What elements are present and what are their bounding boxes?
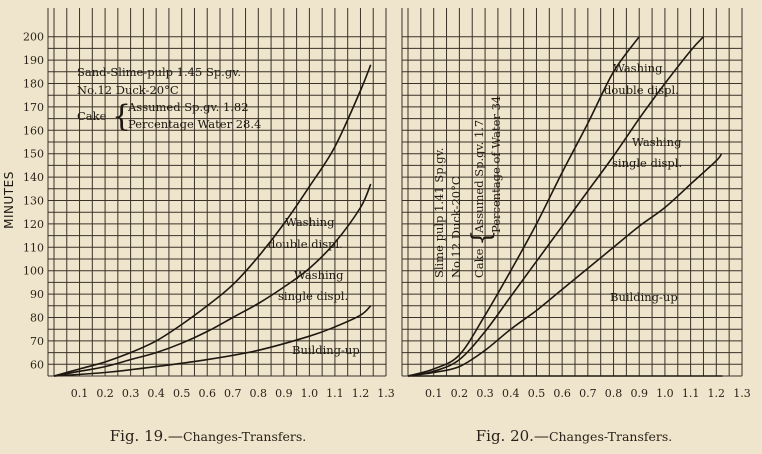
label2-washing-double-2: double displ.: [604, 83, 679, 97]
annotation-fig19: Sand-Slime-pulp 1.45 Sp.gv. No.12 Duck-2…: [77, 65, 261, 134]
x-tick-label: 0.3: [122, 387, 140, 400]
y-tick-label: 70: [30, 335, 44, 348]
caption-fig19-title: Changes-Transfers.: [183, 429, 306, 444]
annotation-line2: No.12 Duck-20°C: [77, 83, 179, 97]
series-line-washing-double-displ-: [407, 36, 705, 377]
y-tick-labels: 60 70 80 90 100 110 120 130 140 150 160 170 180 190 20…: [23, 31, 44, 372]
x-tick-label: 0.4: [147, 387, 165, 400]
x-tick-labels-fig19: 0.1 0.2 0.3 0.4 0.5 0.6 0.7 0.8 0.9 1.0 1.1 1.2 1.3: [71, 387, 395, 400]
y-tick-label: 110: [23, 241, 44, 254]
annotation-cake: Cake: [77, 109, 107, 123]
caption-fig19: Fig. 19.—Changes-Transfers.: [110, 427, 307, 445]
annotation-line1: Sand-Slime-pulp 1.45 Sp.gv.: [77, 65, 241, 79]
y-tick-label: 150: [23, 148, 44, 161]
x-tick-label: 0.4: [502, 387, 520, 400]
caption-fig20: Fig. 20.—Changes-Transfers.: [476, 427, 673, 445]
x-tick-label: 0.9: [630, 387, 648, 400]
x-tick-label: 1.3: [733, 387, 751, 400]
label2-building-up: Building-up: [610, 290, 678, 304]
y-tick-label: 160: [23, 124, 44, 137]
label-washing-double-2: double displ.: [268, 237, 343, 251]
x-tick-label: 0.5: [528, 387, 546, 400]
x-tick-label: 0.2: [451, 387, 469, 400]
series-line-steepest-curve: [407, 36, 640, 377]
annotation2-cake1: Assumed Sp.gv. 1.7: [472, 120, 486, 234]
x-tick-label: 0.5: [173, 387, 191, 400]
y-tick-label: 140: [23, 171, 44, 184]
caption-fig20-title: Changes-Transfers.: [549, 429, 672, 444]
annotation-fig20: Slime pulp 1.41 Sp.gv. No.12 Duck-20°C C…: [432, 96, 503, 278]
grid-fig20: [401, 8, 743, 377]
annotation2-line1: Slime pulp 1.41 Sp.gv.: [432, 148, 446, 278]
annotation-cake2: Percentage Water 28.4: [128, 117, 261, 131]
annotation2-line2: No.12 Duck-20°C: [449, 176, 463, 278]
y-tick-label: 200: [23, 31, 44, 44]
y-tick-label: 170: [23, 101, 44, 114]
series-labels-fig20: Washing double displ. Washing single dis…: [604, 61, 682, 304]
x-tick-label: 0.6: [198, 387, 216, 400]
brace-icon: {: [467, 229, 497, 246]
annotation-cake1: Assumed Sp.gv. 1.82: [127, 100, 249, 114]
series-line-washing-single-displ-: [53, 183, 372, 377]
x-tick-label: 1.2: [708, 387, 726, 400]
x-tick-label: 1.3: [377, 387, 395, 400]
y-tick-label: 90: [30, 288, 44, 301]
x-tick-label: 1.2: [352, 387, 370, 400]
x-tick-label: 0.8: [250, 387, 268, 400]
caption-fig19-prefix: Fig. 19.—: [110, 427, 183, 445]
y-tick-label: 190: [23, 54, 44, 67]
annotation2-cake: Cake: [472, 248, 486, 278]
y-tick-label: 100: [23, 265, 44, 278]
label-washing-single-2: single displ.: [278, 289, 348, 303]
x-tick-label: 0.2: [96, 387, 114, 400]
series-line-washing-double-displ-: [53, 64, 372, 377]
x-tick-label: 0.3: [476, 387, 494, 400]
y-tick-label: 60: [30, 358, 44, 371]
x-tick-label: 0.1: [425, 387, 443, 400]
label2-washing-single-1: Washing: [632, 135, 682, 149]
x-tick-label: 0.6: [553, 387, 571, 400]
grid-fig19: [47, 8, 387, 377]
curves-fig20: [407, 36, 723, 377]
series-labels-fig19: Washing double displ. Washing single dis…: [268, 215, 360, 357]
label-washing-single-1: Washing: [294, 268, 344, 282]
y-axis-label: MINUTES: [2, 171, 16, 229]
y-tick-label: 120: [23, 218, 44, 231]
x-tick-label: 1.1: [326, 387, 344, 400]
y-tick-label: 80: [30, 312, 44, 325]
x-tick-label: 1.0: [301, 387, 319, 400]
curves-fig19: [53, 64, 372, 377]
label2-washing-double-1: Washing: [613, 61, 663, 75]
x-tick-label: 0.8: [605, 387, 623, 400]
x-tick-label: 0.1: [71, 387, 89, 400]
x-tick-label: 0.9: [275, 387, 293, 400]
chart-fig19: 0.1 0.2 0.3 0.4 0.5 0.6 0.7 0.8 0.9 1.0 1.1 1.2 1.3 …: [47, 8, 395, 400]
x-tick-label: 1.0: [656, 387, 674, 400]
x-tick-label: 1.1: [682, 387, 700, 400]
caption-fig20-prefix: Fig. 20.—: [476, 427, 549, 445]
annotation2-cake2: Percentage of Water 34: [489, 96, 503, 233]
label-washing-double-1: Washing: [285, 215, 335, 229]
series-line-washing-single-displ-: [407, 153, 723, 377]
brace-icon: {: [112, 99, 131, 134]
label-building-up: Building-up: [292, 343, 360, 357]
x-tick-label: 0.7: [579, 387, 597, 400]
chart-fig20: 0.1 0.2 0.3 0.4 0.5 0.6 0.7 0.8 0.9 1.0 1.1 1.2 1.3 …: [401, 8, 751, 400]
label2-washing-single-2: single displ.: [612, 156, 682, 170]
y-tick-label: 130: [23, 195, 44, 208]
y-tick-label: 180: [23, 78, 44, 91]
series-line-building-up: [53, 305, 372, 377]
x-tick-labels-fig20: 0.1 0.2 0.3 0.4 0.5 0.6 0.7 0.8 0.9 1.0 1.1 1.2 1.3: [425, 387, 751, 400]
x-tick-label: 0.7: [224, 387, 242, 400]
